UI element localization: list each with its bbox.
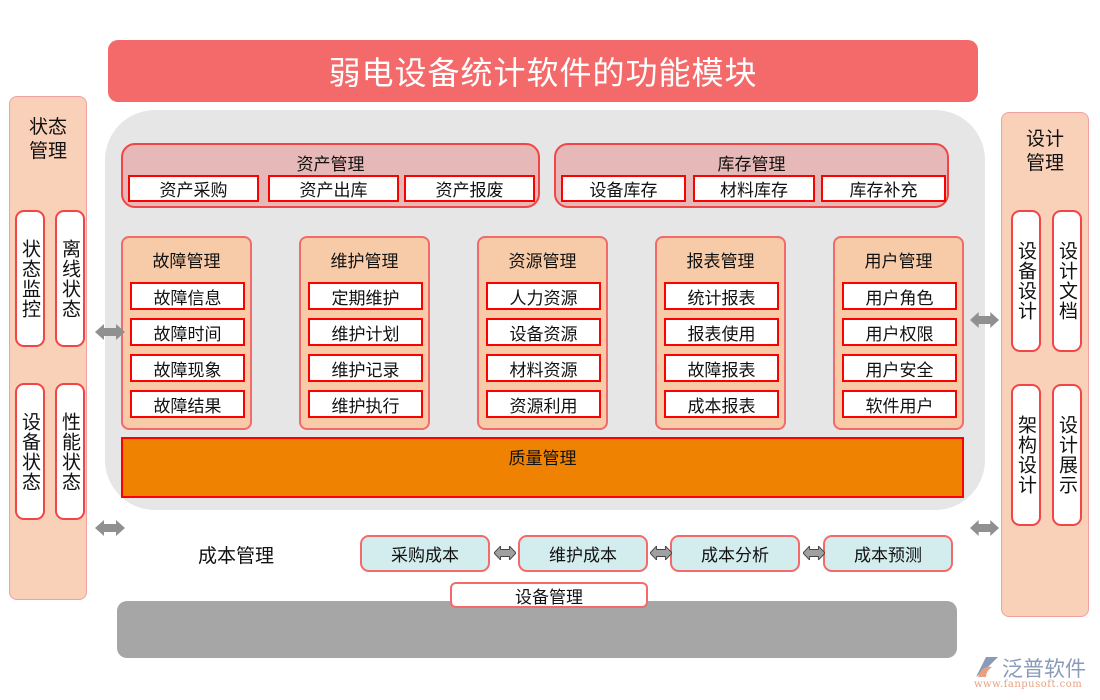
right-item[interactable]: 架构设计 bbox=[1011, 384, 1041, 526]
module-item[interactable]: 软件用户 bbox=[842, 390, 957, 418]
cost-item[interactable]: 维护成本 bbox=[518, 535, 648, 572]
double-arrow-icon bbox=[970, 520, 999, 536]
design-management-title: 设计管理 bbox=[1025, 128, 1064, 174]
device-management-title: 设备管理 bbox=[450, 582, 648, 608]
module-item[interactable]: 故障报表 bbox=[664, 354, 779, 382]
double-arrow-icon bbox=[650, 546, 672, 560]
module-column-title: 用户管理 bbox=[864, 251, 933, 272]
module-item[interactable]: 用户角色 bbox=[842, 282, 957, 310]
logo-icon bbox=[976, 657, 998, 677]
left-item[interactable]: 性能状态 bbox=[55, 383, 85, 520]
double-arrow-icon bbox=[970, 312, 999, 328]
logo-url: www.fanpusoft.com bbox=[974, 679, 1083, 690]
module-item[interactable]: 维护计划 bbox=[308, 318, 423, 346]
inventory-item[interactable]: 材料库存 bbox=[693, 175, 815, 202]
module-item[interactable]: 维护记录 bbox=[308, 354, 423, 382]
module-item[interactable]: 成本报表 bbox=[664, 390, 779, 418]
module-item[interactable]: 人力资源 bbox=[486, 282, 601, 310]
status-management-title: 状态管理 bbox=[28, 116, 67, 162]
inventory-management-title: 库存管理 bbox=[717, 155, 786, 175]
cost-item[interactable]: 成本预测 bbox=[823, 535, 953, 572]
inventory-item[interactable]: 设备库存 bbox=[561, 175, 686, 202]
asset-management-title: 资产管理 bbox=[296, 155, 365, 175]
module-column-title: 维护管理 bbox=[330, 251, 399, 272]
module-item[interactable]: 报表使用 bbox=[664, 318, 779, 346]
module-item[interactable]: 资源利用 bbox=[486, 390, 601, 418]
cost-management-title: 成本管理 bbox=[198, 545, 275, 567]
module-item[interactable]: 故障时间 bbox=[130, 318, 245, 346]
module-column-title: 资源管理 bbox=[508, 251, 577, 272]
status-management-panel: 状态管理 bbox=[9, 96, 87, 600]
asset-item[interactable]: 资产出库 bbox=[268, 175, 399, 202]
module-column-title: 故障管理 bbox=[152, 251, 221, 272]
page-title: 弱电设备统计软件的功能模块 bbox=[108, 40, 978, 102]
module-item[interactable]: 定期维护 bbox=[308, 282, 423, 310]
double-arrow-icon bbox=[494, 546, 516, 560]
inventory-item[interactable]: 库存补充 bbox=[821, 175, 946, 202]
right-item[interactable]: 设计文档 bbox=[1052, 210, 1082, 352]
asset-item[interactable]: 资产报废 bbox=[404, 175, 535, 202]
module-column-title: 报表管理 bbox=[686, 251, 755, 272]
double-arrow-icon bbox=[95, 324, 125, 340]
module-item[interactable]: 故障现象 bbox=[130, 354, 245, 382]
design-management-panel: 设计管理 bbox=[1001, 112, 1089, 617]
module-item[interactable]: 用户权限 bbox=[842, 318, 957, 346]
left-item[interactable]: 状态监控 bbox=[15, 210, 45, 347]
cost-item[interactable]: 采购成本 bbox=[360, 535, 490, 572]
quality-management-title: 质量管理 bbox=[508, 449, 577, 469]
double-arrow-icon bbox=[95, 520, 125, 536]
right-item[interactable]: 设备设计 bbox=[1011, 210, 1041, 352]
logo-name: 泛普软件 bbox=[1002, 657, 1086, 681]
module-item[interactable]: 统计报表 bbox=[664, 282, 779, 310]
device-management-group bbox=[117, 601, 957, 658]
module-item[interactable]: 设备资源 bbox=[486, 318, 601, 346]
module-item[interactable]: 材料资源 bbox=[486, 354, 601, 382]
quality-management-group: 质量管理 bbox=[121, 437, 964, 498]
asset-item[interactable]: 资产采购 bbox=[128, 175, 259, 202]
right-item[interactable]: 设计展示 bbox=[1052, 384, 1082, 526]
module-item[interactable]: 故障信息 bbox=[130, 282, 245, 310]
left-item[interactable]: 设备状态 bbox=[15, 383, 45, 520]
module-item[interactable]: 故障结果 bbox=[130, 390, 245, 418]
double-arrow-icon bbox=[803, 546, 825, 560]
module-item[interactable]: 维护执行 bbox=[308, 390, 423, 418]
module-item[interactable]: 用户安全 bbox=[842, 354, 957, 382]
left-item[interactable]: 离线状态 bbox=[55, 210, 85, 347]
logo: 泛普软件 www.fanpusoft.com bbox=[970, 653, 1092, 693]
cost-item[interactable]: 成本分析 bbox=[670, 535, 800, 572]
